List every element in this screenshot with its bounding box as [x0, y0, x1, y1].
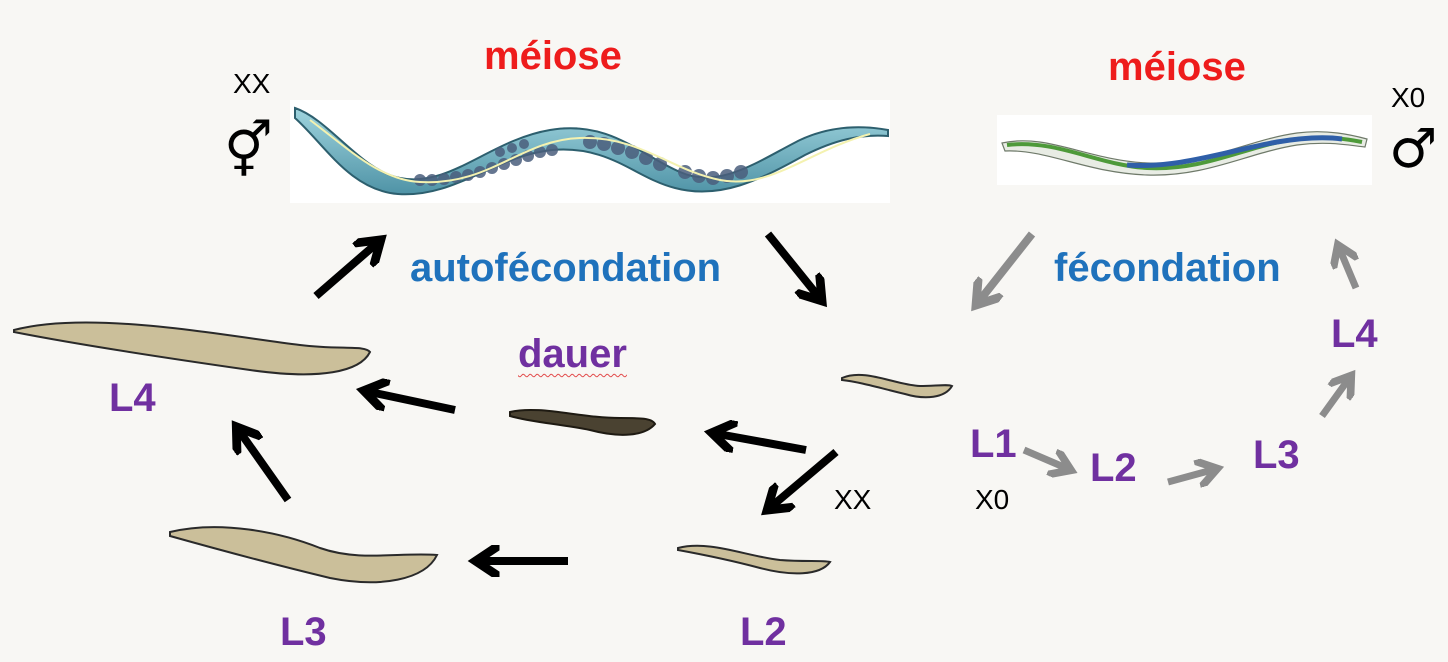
arrow-l2-to-l3-male: [1167, 470, 1212, 482]
dauer-branch-genotype: XX: [834, 484, 872, 515]
l2-worm: [677, 544, 832, 575]
male-genotype: X0: [1391, 82, 1426, 113]
stage-l2-right: L2: [1090, 446, 1137, 490]
arrow-hermaphrodite-to-l1: [764, 231, 818, 296]
stage-l4-left: L4: [109, 376, 156, 420]
arrow-dauer-to-l4: [370, 392, 456, 414]
l3-worm: [169, 526, 439, 584]
male-worm-illustration: [997, 115, 1372, 185]
meiose-label-right: méiose: [1108, 45, 1246, 89]
hermaphrodite-genotype: XX: [233, 68, 271, 99]
male-branch-genotype: X0: [975, 484, 1010, 515]
arrow-l3-to-l4-male: [1319, 380, 1348, 419]
autofecondation-label: autofécondation: [410, 246, 722, 290]
arrow-male-fecondation: [980, 231, 1036, 300]
stage-l3-right: L3: [1253, 433, 1300, 477]
stage-l3-bottom: L3: [280, 610, 327, 654]
dauer-label: dauer: [518, 332, 627, 376]
arrow-l1-to-l2-male: [1022, 446, 1066, 468]
male-symbol-icon: ♂: [1389, 117, 1438, 180]
dauer-worm: [509, 408, 657, 436]
hermaphrodite-symbol-icon: ⚥: [224, 119, 273, 182]
stage-l4-right: L4: [1331, 312, 1378, 356]
arrow-l3-to-l4: [240, 432, 292, 503]
stage-l1-right: L1: [970, 422, 1017, 466]
l4-worm: [13, 321, 372, 376]
arrow-l4-to-hermaphrodite: [313, 244, 376, 300]
hermaphrodite-worm-illustration: [290, 100, 890, 203]
arrow-l1-to-l2: [772, 448, 839, 506]
meiose-label-left: méiose: [484, 34, 622, 78]
arrow-l2-to-dauer: [718, 434, 807, 454]
fecondation-label: fécondation: [1054, 246, 1281, 290]
arrow-l4-to-male: [1340, 250, 1360, 290]
l1-worm: [841, 373, 954, 399]
stage-l2-bottom: L2: [740, 610, 787, 654]
